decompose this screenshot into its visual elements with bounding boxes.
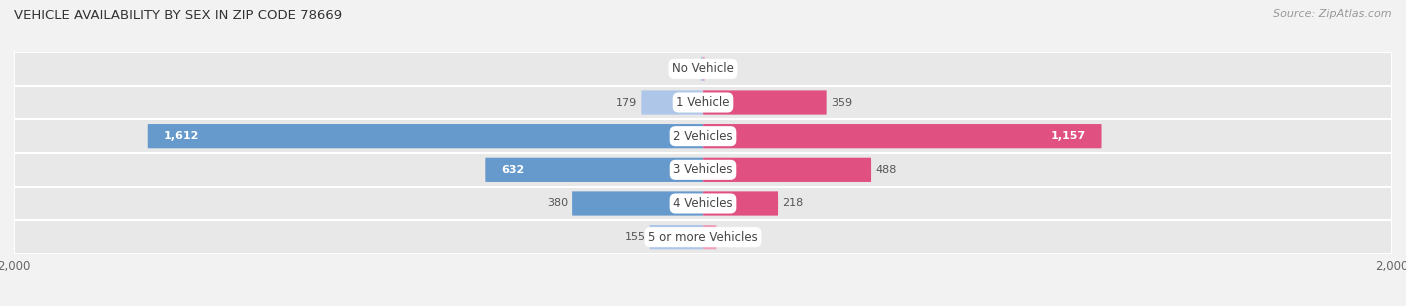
Text: 3 Vehicles: 3 Vehicles: [673, 163, 733, 176]
Text: 4 Vehicles: 4 Vehicles: [673, 197, 733, 210]
Text: 2 Vehicles: 2 Vehicles: [673, 130, 733, 143]
Text: 359: 359: [831, 98, 852, 107]
FancyBboxPatch shape: [703, 191, 778, 216]
FancyBboxPatch shape: [703, 158, 872, 182]
Text: 218: 218: [782, 199, 803, 208]
Text: 6: 6: [690, 64, 697, 74]
Text: Source: ZipAtlas.com: Source: ZipAtlas.com: [1274, 9, 1392, 19]
Bar: [14, 220, 1392, 254]
Bar: [14, 119, 1392, 153]
Bar: [14, 86, 1392, 119]
Text: 380: 380: [547, 199, 568, 208]
Text: 5: 5: [709, 64, 716, 74]
FancyBboxPatch shape: [703, 124, 1101, 148]
Bar: [14, 52, 1392, 86]
FancyBboxPatch shape: [148, 124, 703, 148]
FancyBboxPatch shape: [572, 191, 703, 216]
Bar: [14, 153, 1392, 187]
FancyBboxPatch shape: [650, 225, 703, 249]
Text: 39: 39: [720, 232, 735, 242]
FancyBboxPatch shape: [702, 57, 703, 81]
Text: No Vehicle: No Vehicle: [672, 62, 734, 75]
Bar: [14, 187, 1392, 220]
Text: 1,612: 1,612: [163, 131, 198, 141]
FancyBboxPatch shape: [703, 57, 704, 81]
FancyBboxPatch shape: [703, 90, 827, 115]
Text: 1 Vehicle: 1 Vehicle: [676, 96, 730, 109]
Text: 179: 179: [616, 98, 637, 107]
Text: 1,157: 1,157: [1050, 131, 1085, 141]
Text: 155: 155: [624, 232, 645, 242]
FancyBboxPatch shape: [703, 225, 717, 249]
FancyBboxPatch shape: [485, 158, 703, 182]
Text: 632: 632: [501, 165, 524, 175]
FancyBboxPatch shape: [641, 90, 703, 115]
Text: 488: 488: [875, 165, 897, 175]
Text: VEHICLE AVAILABILITY BY SEX IN ZIP CODE 78669: VEHICLE AVAILABILITY BY SEX IN ZIP CODE …: [14, 9, 342, 22]
Text: 5 or more Vehicles: 5 or more Vehicles: [648, 231, 758, 244]
